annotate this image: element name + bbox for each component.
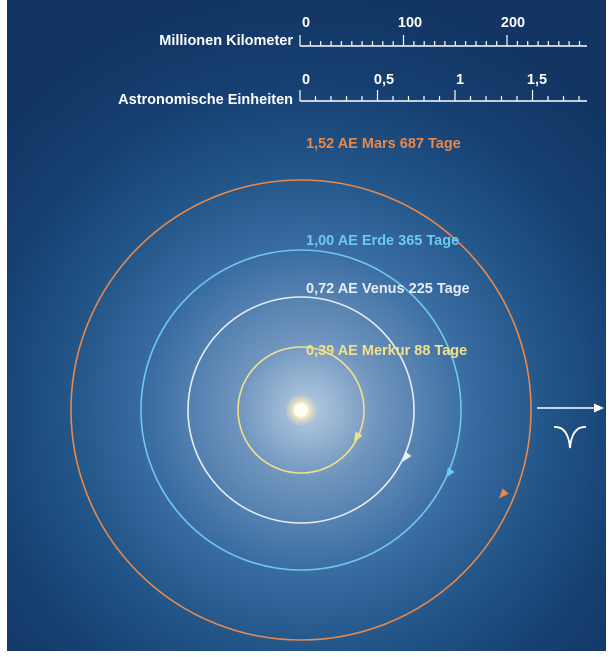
au-tick-label-1: 1 xyxy=(456,72,464,88)
au-scale-ticks xyxy=(299,90,580,101)
mercury-orbit xyxy=(237,346,365,474)
earth-direction-arrow-icon xyxy=(445,467,455,478)
km-scale-ticks xyxy=(299,35,581,46)
mars-orbit-label: 1,52 AE Mars 687 Tage xyxy=(306,136,461,152)
mercury-direction-arrow-icon xyxy=(354,431,363,443)
au-tick-label-1-5: 1,5 xyxy=(527,72,547,88)
aries-symbol-icon xyxy=(553,426,587,449)
venus-orbit-label: 0,72 AE Venus 225 Tage xyxy=(306,281,470,297)
km-tick-label-200: 200 xyxy=(501,15,525,31)
au-tick-label-0: 0 xyxy=(302,72,310,88)
mercury-orbit-label: 0,39 AE Merkur 88 Tage xyxy=(306,343,467,359)
km-scale-label: Millionen Kilometer xyxy=(159,33,293,49)
km-scale: Millionen Kilometer 0 100 200 xyxy=(159,15,587,49)
mars-direction-arrow-icon xyxy=(498,488,509,499)
earth-orbit-label: 1,00 AE Erde 365 Tage xyxy=(306,233,459,249)
arrow-right-icon xyxy=(594,403,604,413)
km-tick-label-0: 0 xyxy=(302,15,310,31)
au-scale: Astronomische Einheiten 0 0,5 1 1,5 xyxy=(118,72,587,108)
au-tick-label-0-5: 0,5 xyxy=(374,72,394,88)
km-tick-label-100: 100 xyxy=(398,15,422,31)
au-scale-label: Astronomische Einheiten xyxy=(118,92,293,108)
venus-direction-arrow-icon xyxy=(402,451,412,462)
sun-icon xyxy=(294,403,308,417)
venus-orbit xyxy=(187,296,415,524)
mars-orbit xyxy=(70,179,532,641)
sky-background xyxy=(7,0,606,651)
earth-orbit xyxy=(140,249,462,571)
